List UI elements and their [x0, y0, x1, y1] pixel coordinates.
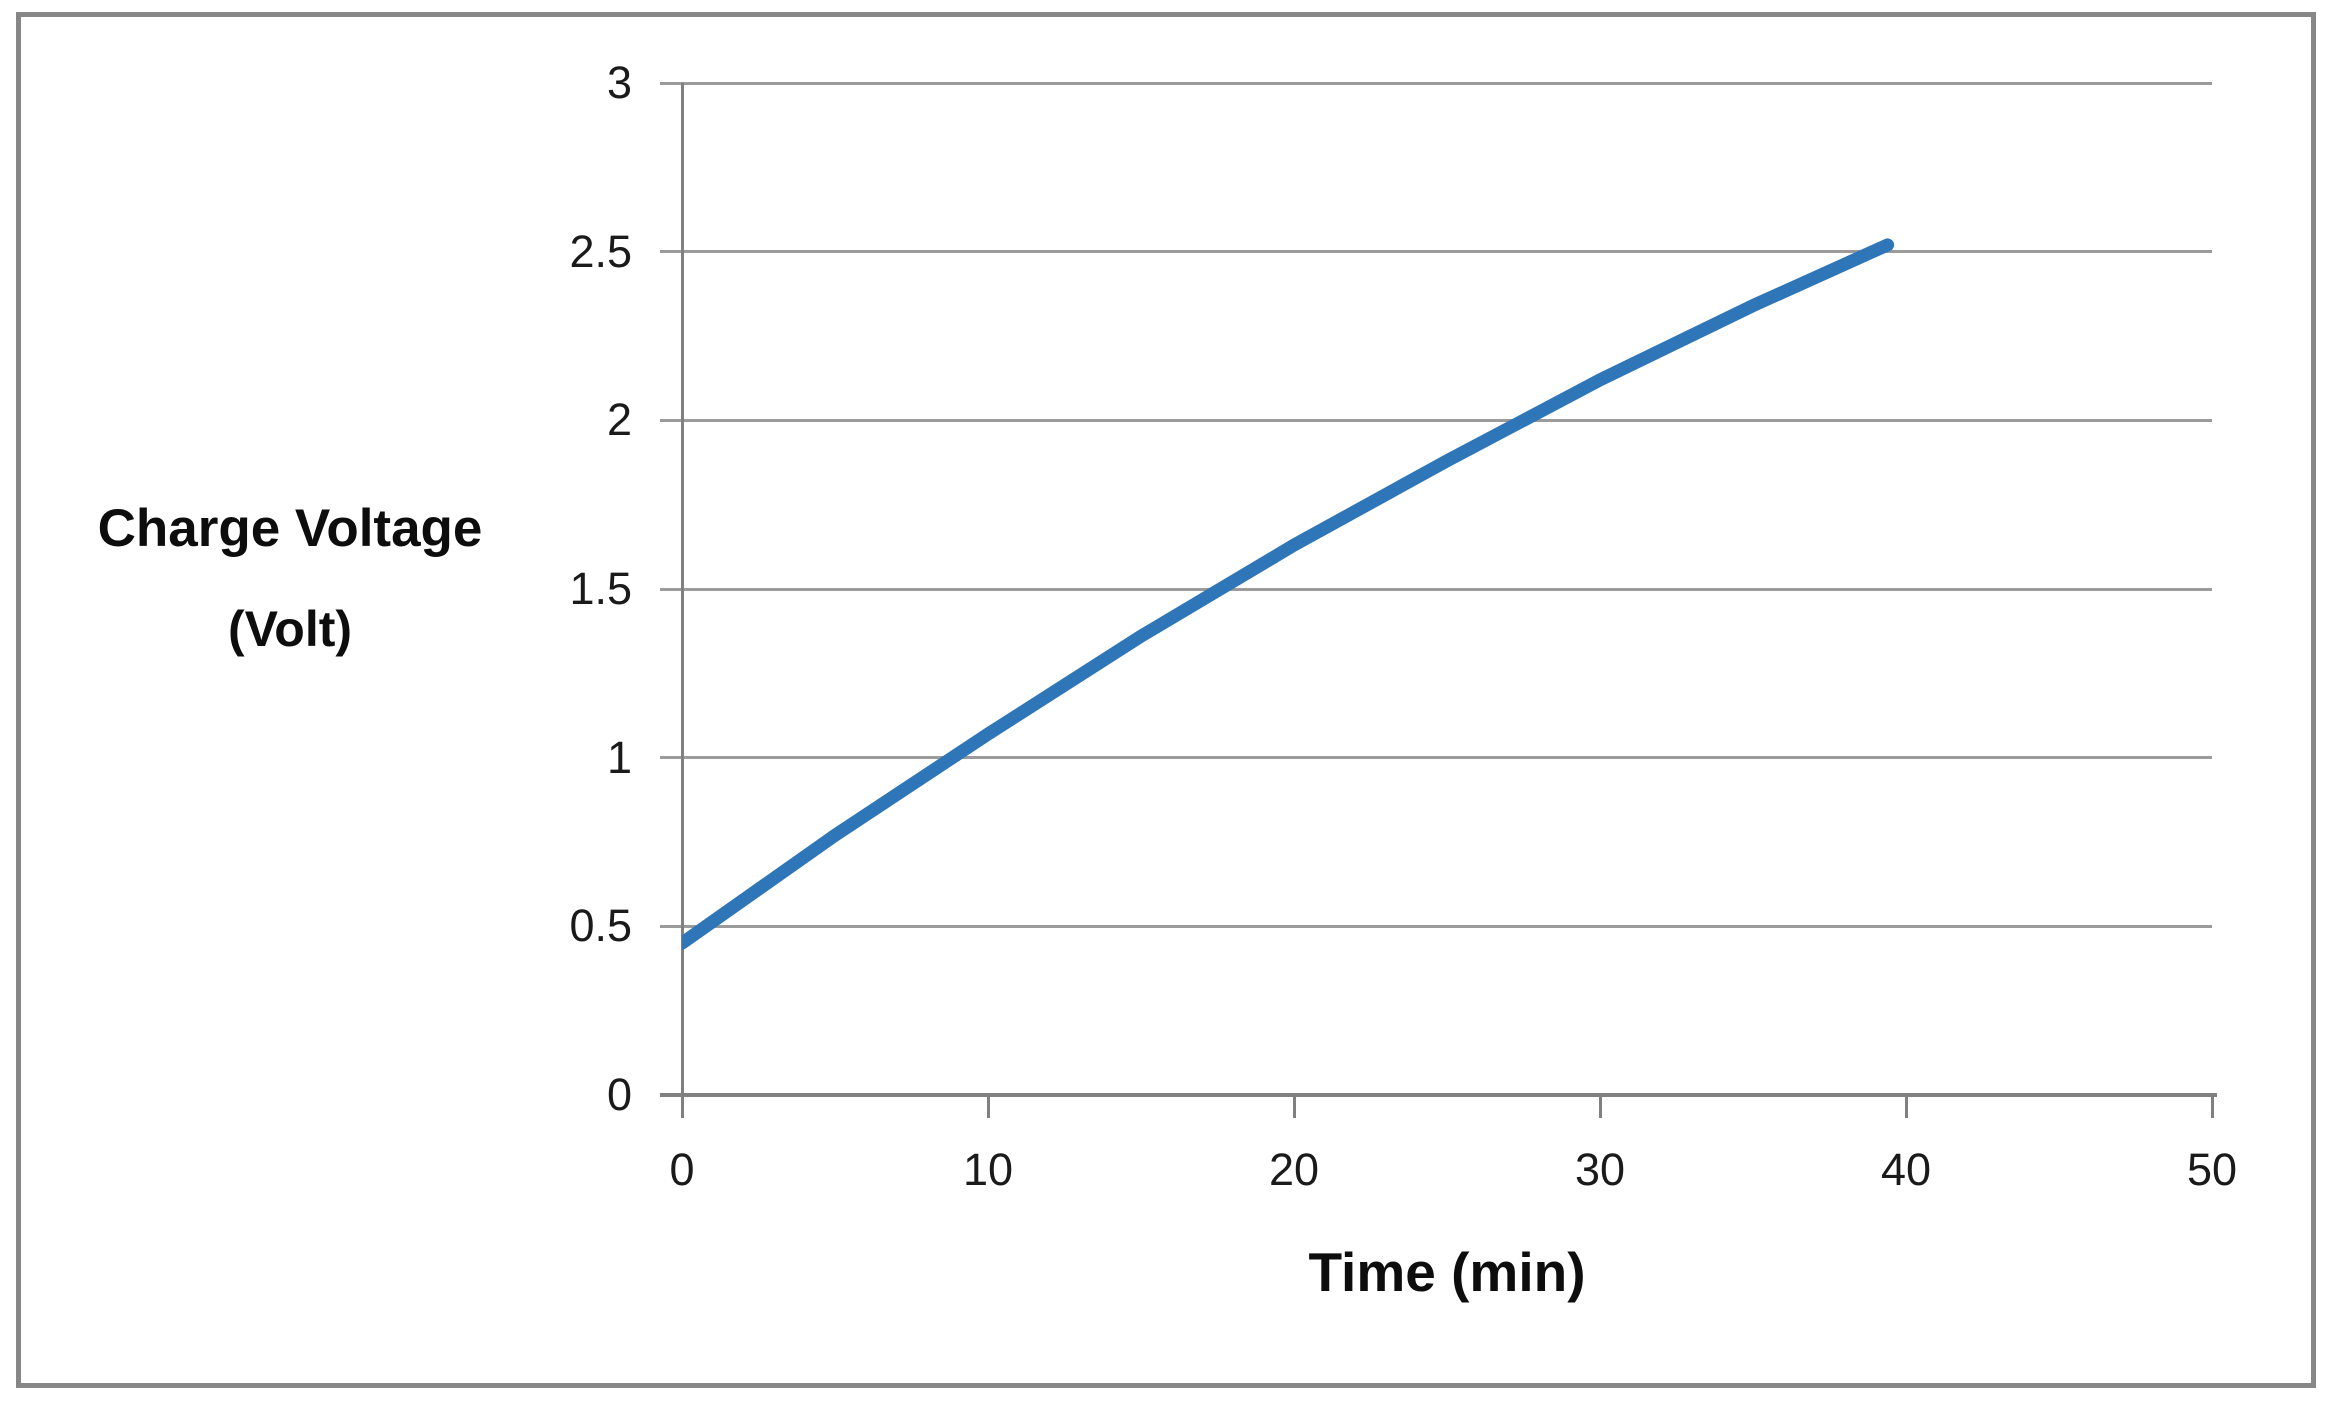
x-axis-tick [1292, 1095, 1296, 1118]
y-tick-label: 0 [606, 1069, 632, 1120]
y-tick-label: 1.5 [569, 563, 632, 614]
x-tick-label: 40 [1880, 1144, 1932, 1195]
line-series-plot [682, 238, 1895, 950]
y-tick-label: 2.5 [569, 225, 632, 277]
y-tick-label: 1 [606, 731, 632, 783]
y-gridline [660, 418, 2212, 422]
x-tick-label: 30 [1574, 1144, 1626, 1195]
x-axis-tick [680, 1095, 684, 1118]
y-tick-label: 2 [606, 394, 632, 446]
x-tick-label: 20 [1268, 1144, 1320, 1195]
x-axis-tick [2210, 1095, 2214, 1118]
y-gridline [660, 81, 2212, 85]
y-axis-line [680, 83, 684, 1118]
x-axis-tick [1598, 1095, 1602, 1118]
x-axis-tick [1904, 1095, 1908, 1118]
x-axis-line [660, 1093, 2217, 1097]
y-gridline [660, 756, 2212, 760]
y-axis-title-line1: Charge Voltage [97, 499, 483, 558]
x-tick-label: 0 [669, 1144, 695, 1195]
y-axis-title-line2: (Volt) [227, 601, 353, 657]
y-gridline [660, 250, 2212, 254]
y-tick-label: 3 [606, 57, 632, 108]
x-tick-label: 10 [962, 1144, 1014, 1195]
y-axis-title: Charge Voltage (Volt) [95, 494, 485, 664]
x-tick-label: 50 [2186, 1144, 2238, 1195]
y-gridline [660, 587, 2212, 591]
y-tick-label: 0.5 [569, 900, 632, 952]
chart-outer-border [16, 12, 2316, 1388]
x-axis-tick [986, 1095, 990, 1118]
y-gridline [660, 924, 2212, 928]
x-axis-title: Time (min) [1308, 1241, 1586, 1303]
charge-voltage-line [682, 238, 1895, 950]
